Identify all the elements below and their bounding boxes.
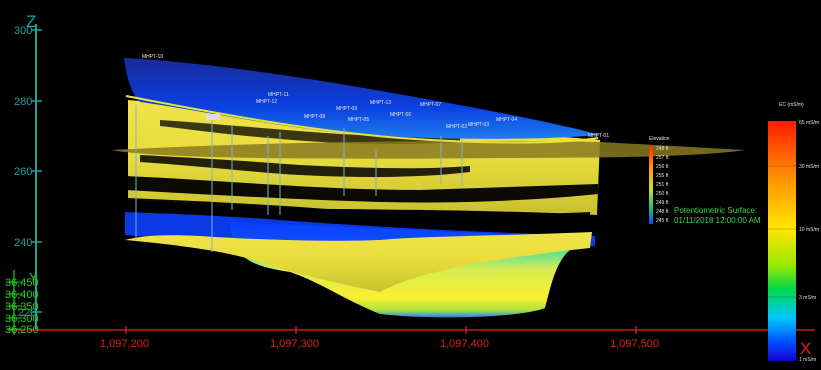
well-sticks: [135, 105, 463, 252]
y-axis-letter: Y: [29, 270, 38, 285]
ec-legend: EC (mS/m) 65 mS/m 30 mS/m 10 mS/m 3 mS/m…: [768, 102, 819, 363]
elevation-item-4: 251 ft: [656, 182, 669, 188]
z-axis-letter: Z: [26, 12, 36, 31]
y-tick-36450: 36,450: [5, 277, 39, 289]
elevation-item-5: 250 ft: [656, 191, 669, 197]
model-void-2: [128, 198, 590, 226]
well-marker: [206, 114, 220, 120]
ec-colorbar: [768, 121, 796, 361]
elevation-item-6: 249 ft: [656, 200, 669, 206]
x-tick-1097400: 1,097,400: [440, 338, 489, 350]
model-void-1: [125, 176, 598, 203]
z-tick-240: 240: [14, 237, 32, 249]
well-label-mhpt-08: MHPT-08: [304, 114, 325, 120]
model-void-3: [140, 155, 470, 177]
well-label-mhpt-12: MHPT-12: [256, 99, 277, 105]
elevation-legend: Elevation 248 ft 257 ft 256 ft 255 ft 25…: [649, 136, 670, 224]
ec-label-10: 10 mS/m: [799, 227, 819, 233]
elevation-colorbar: [649, 146, 653, 224]
z-tick-220: 220: [18, 307, 36, 319]
z-tick-300: 300: [14, 25, 32, 37]
ec-label-30: 30 mS/m: [799, 164, 819, 170]
y-tick-36350: 36,350: [5, 301, 39, 313]
well-label-mhpt-05: MHPT-05: [348, 117, 369, 123]
z-tick-260: 260: [14, 166, 32, 178]
y-tick-36400: 36,400: [5, 289, 39, 301]
well-label-mhpt-09: MHPT-09: [336, 106, 357, 112]
model-top-rim: [125, 95, 599, 144]
surface-label-line2: 01/11/2018 12:00:00 AM: [674, 216, 761, 225]
elevation-legend-title: Elevation: [649, 136, 670, 142]
potentiometric-plane: [112, 140, 745, 159]
well-label-mhpt-11: MHPT-11: [268, 92, 289, 98]
x-tick-1097300: 1,097,300: [270, 338, 319, 350]
ec-label-3: 3 mS/m: [799, 295, 816, 301]
x-tick-marks: [125, 326, 637, 334]
ec-3d-model[interactable]: [112, 58, 745, 318]
well-label-mhpt-13: MHPT-13: [370, 100, 391, 106]
z-tick-marks: [31, 29, 42, 313]
model-lower-body: [125, 232, 592, 292]
potentiometric-surface-label: Potentiometric Surface: 01/11/2018 12:00…: [674, 206, 761, 225]
surface-label-line1: Potentiometric Surface:: [674, 206, 757, 215]
x-tick-1097200: 1,097,200: [100, 338, 149, 350]
model-void-4: [160, 120, 460, 145]
well-label-mhpt-02: MHPT-02: [446, 124, 467, 130]
y-axis: Y 36,450 36,400 36,350 36,300 36,250: [5, 270, 39, 336]
ec-label-65: 65 mS/m: [799, 120, 819, 126]
well-label-mhpt-06: MHPT-06: [390, 112, 411, 118]
elevation-item-7: 248 ft: [656, 209, 669, 215]
ec-label-1: 1 mS/m: [799, 357, 816, 363]
elevation-item-0: 248 ft: [656, 146, 669, 152]
elevation-item-8: 245 ft: [656, 218, 669, 224]
ec-legend-title: EC (mS/m): [779, 102, 804, 108]
x-tick-1097500: 1,097,500: [610, 338, 659, 350]
well-label-mhpt-07: MHPT-07: [420, 102, 441, 108]
y-tick-36300: 36,300: [5, 313, 39, 325]
model-top-surface: [124, 58, 600, 139]
z-axis: Z 300 280 260 240 220: [14, 12, 42, 330]
elevation-item-2: 256 ft: [656, 164, 669, 170]
well-label-mhpt-01: MHPT-01: [588, 133, 609, 139]
well-labels: MHPT-10 MHPT-11 MHPT-12 MHPT-09 MHPT-13 …: [142, 54, 609, 139]
well-label-mhpt-04: MHPT-04: [496, 117, 517, 123]
z-tick-280: 280: [14, 96, 32, 108]
elevation-item-3: 255 ft: [656, 173, 669, 179]
x-axis-letter: X: [800, 339, 811, 358]
x-axis: 1,097,200 1,097,300 1,097,400 1,097,500 …: [8, 326, 815, 358]
y-tick-36250: 36,250: [5, 324, 39, 336]
well-label-mhpt-10: MHPT-10: [142, 54, 163, 60]
well-label-mhpt-03: MHPT-03: [468, 122, 489, 128]
elevation-item-1: 257 ft: [656, 155, 669, 161]
